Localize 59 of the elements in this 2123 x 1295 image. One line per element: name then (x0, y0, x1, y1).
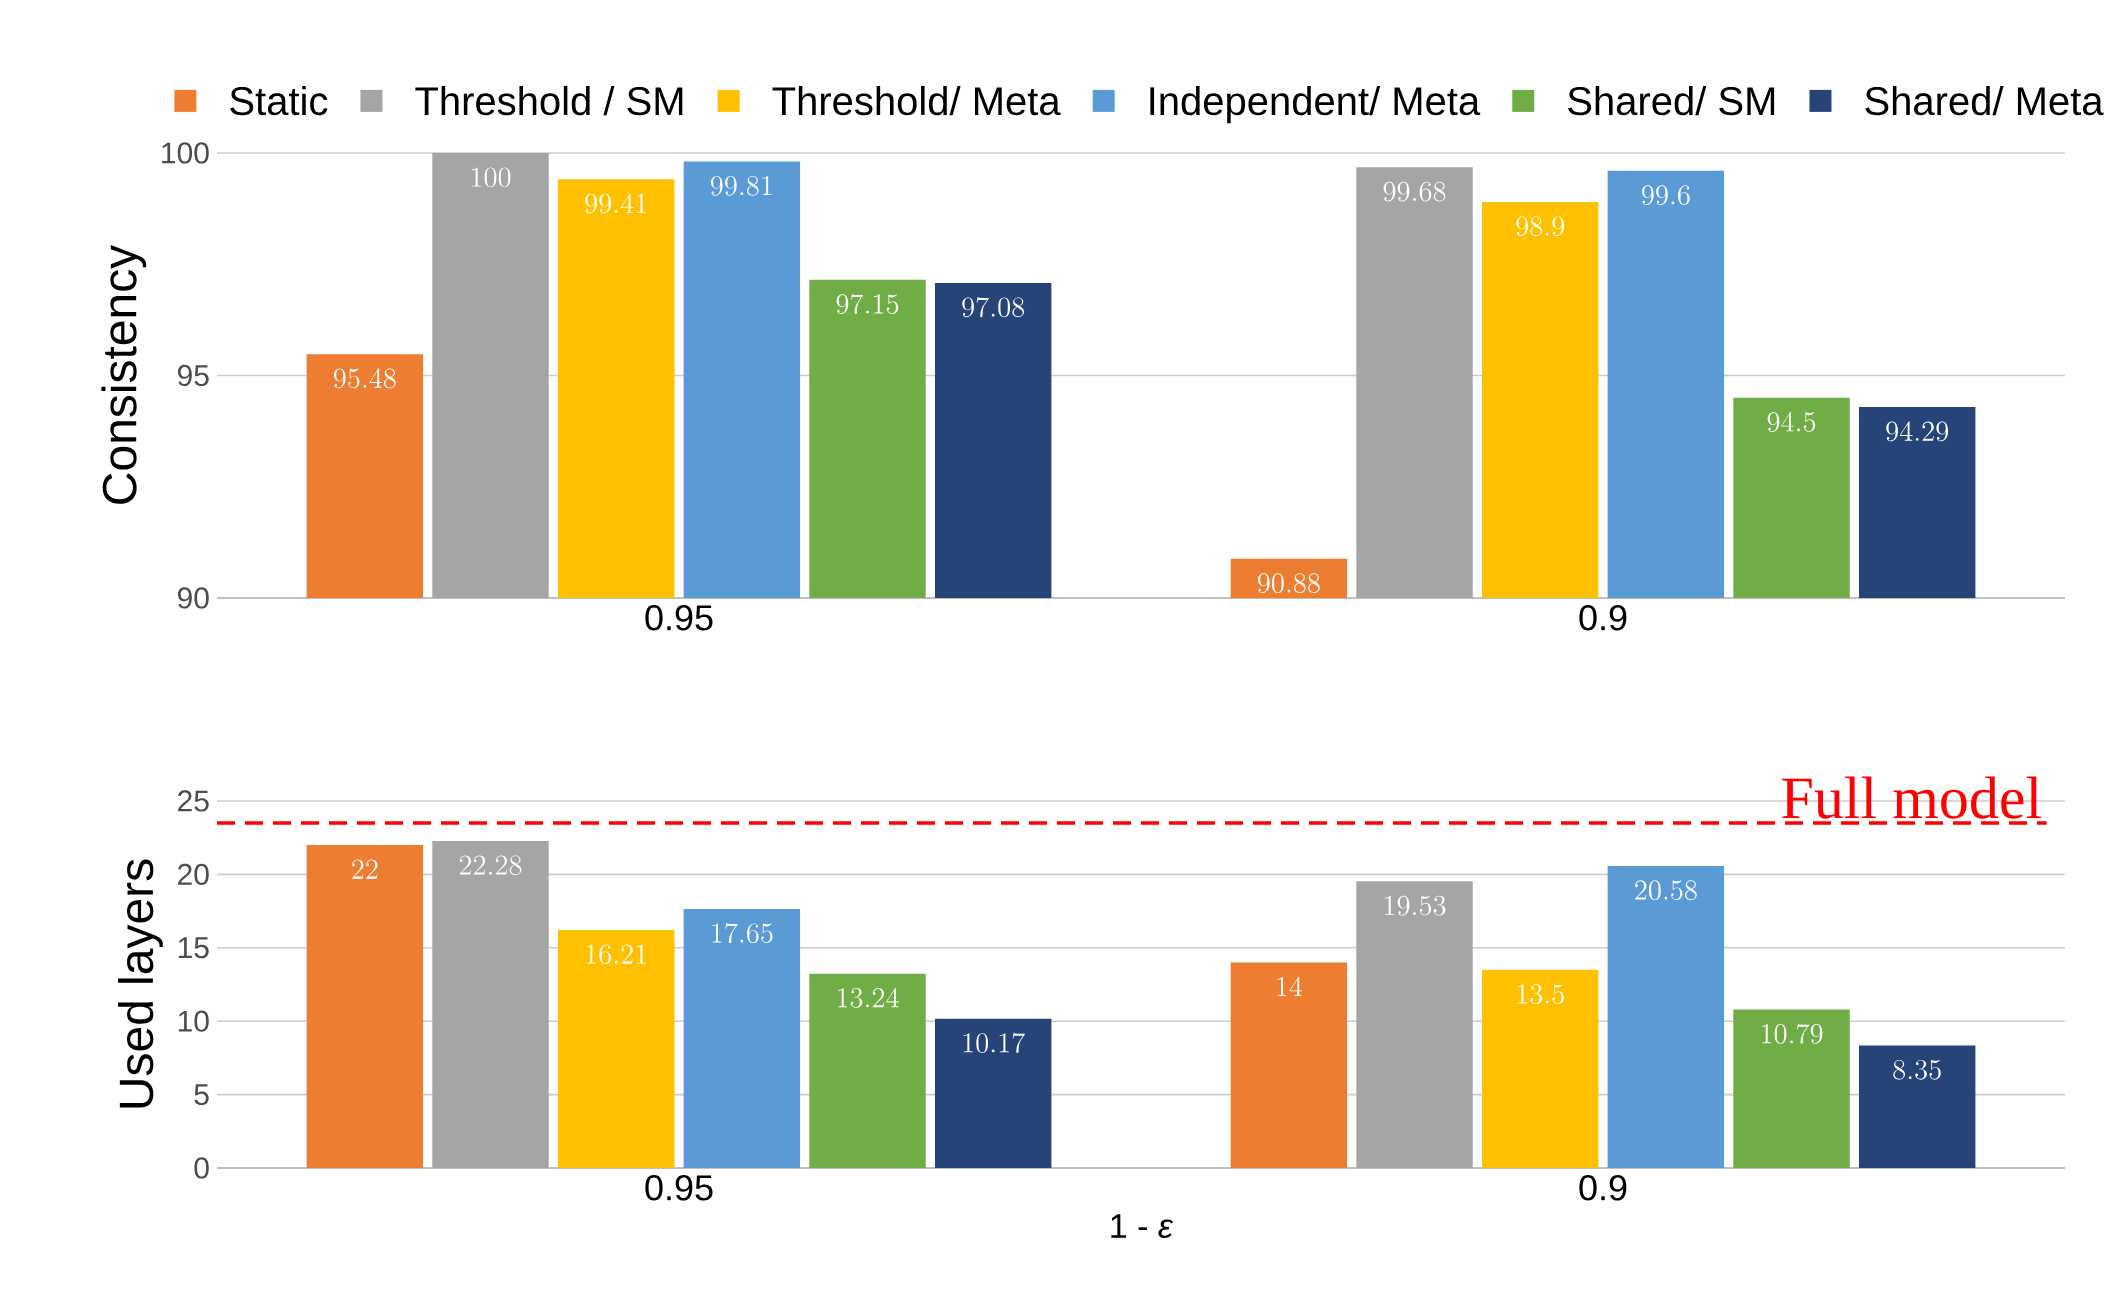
x-tick-label: 0.9 (1579, 1175, 1627, 1201)
y-tick-label: 25 (178, 790, 209, 812)
data-label: 94.5 (1767, 411, 1816, 432)
data-label: 22 (352, 859, 378, 879)
y-axis-title: Consistency (101, 244, 147, 504)
data-label: 99.6 (1641, 185, 1690, 206)
data-label: 10. 17 (963, 1032, 1025, 1053)
y-tick-label: 0 (194, 1157, 209, 1179)
data-label: 95.48 (333, 368, 396, 389)
bar (683, 908, 801, 1168)
bar (1858, 1045, 1976, 1168)
data-label: 98.9 (1516, 216, 1565, 237)
x-axis-title: 1 - ε (1111, 1214, 1174, 1239)
data-label: 99.68 (1383, 181, 1446, 202)
x-tick-label: 0.95 (645, 1175, 713, 1201)
y-tick-label: 15 (178, 937, 209, 959)
y-tick-label: 10 (178, 1010, 209, 1032)
legend-label: Independent/ Meta (1150, 85, 1481, 124)
data-label: 94.29 (1886, 421, 1949, 442)
data-label: 97.08 (962, 297, 1025, 318)
data-label: 99.81 (710, 175, 772, 196)
data-label: 10.79 (1762, 1023, 1823, 1044)
data-label: 13.24 (838, 987, 899, 1008)
y-tick-label: 100 (162, 142, 209, 164)
bar (934, 1018, 1052, 1168)
bar (306, 845, 424, 1168)
bar (809, 973, 926, 1168)
data-label: 13.5 (1517, 984, 1564, 1005)
bar (1481, 969, 1599, 1168)
y-tick-label: 95 (177, 364, 209, 387)
data-label: 99.41 (585, 193, 646, 214)
data-label: 97. 15 (836, 293, 899, 315)
bar (1733, 1009, 1850, 1168)
data-label: 17.65 (712, 923, 773, 944)
bar (557, 930, 675, 1168)
ref-line-label: Full model (1782, 776, 2041, 819)
y-axis-title: Used layers (118, 859, 163, 1108)
legend-label: Shared/ Meta (1865, 85, 2104, 116)
data-label: 16.21 (586, 944, 646, 965)
x-tick-label: 0.95 (645, 605, 713, 631)
data-label: 19.53 (1385, 895, 1446, 916)
data-label: 100 (471, 167, 511, 188)
bar (1230, 962, 1348, 1168)
bar (1356, 881, 1473, 1168)
data-label: 90.88 (1257, 573, 1320, 594)
bar (1607, 865, 1725, 1168)
data-label: 8.35 (1893, 1059, 1941, 1080)
y-tick-label: 5 (194, 1084, 209, 1106)
legend-label: Static (230, 85, 328, 116)
x-tick-label: 0.9 (1579, 605, 1627, 631)
y-tick-label: 90 (177, 587, 209, 609)
legend-label: Shared/ SM (1568, 85, 1775, 116)
y-tick-label: 20 (178, 863, 209, 885)
bar (432, 840, 549, 1168)
data-label: 20.58 (1635, 880, 1697, 901)
data-label: 22.28 (459, 855, 522, 876)
legend-label: Threshold/ Meta (772, 85, 1061, 116)
data-label: 14 (1277, 976, 1303, 997)
legend-label: Threshold / SM (415, 85, 683, 116)
